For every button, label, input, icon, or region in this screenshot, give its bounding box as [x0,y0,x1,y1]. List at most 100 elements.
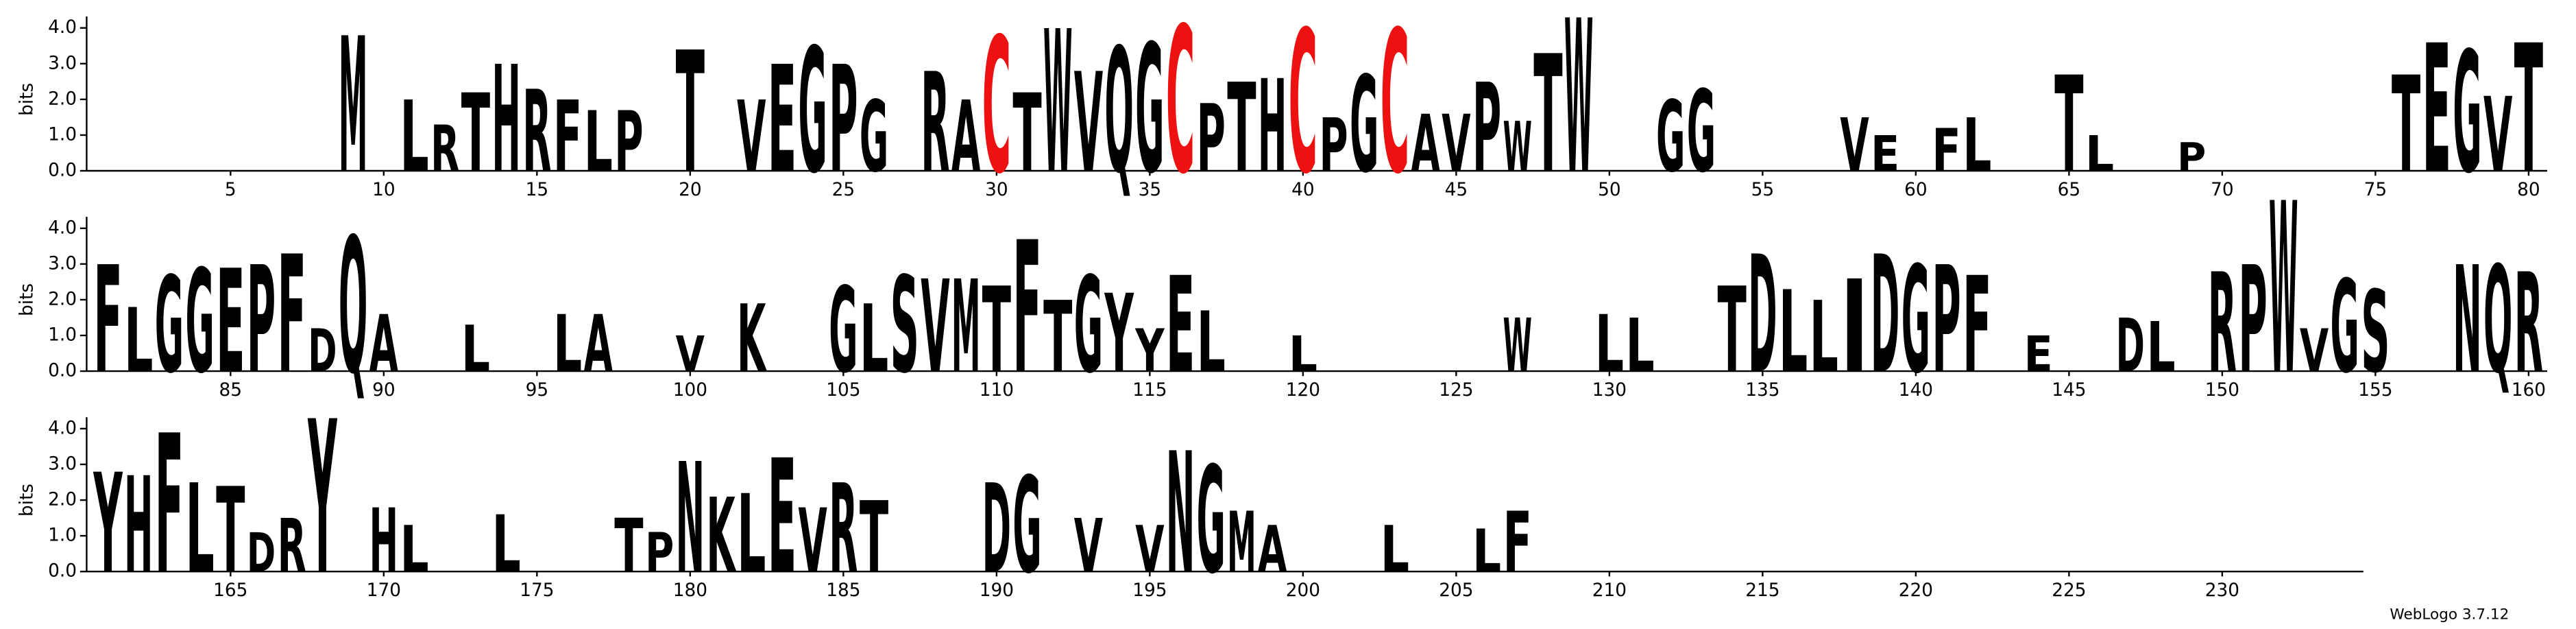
logo-letter: R [829,458,858,601]
logo-letter: Y [307,377,337,621]
logo-letter: M [1227,494,1256,591]
x-tick-label: 85 [219,380,243,401]
logo-letter: L [1595,298,1624,390]
x-tick-label: 205 [1439,580,1473,601]
x-tick-label: 180 [673,580,707,601]
logo-letter: W [1043,0,1072,217]
y-axis-label: bits [17,484,38,517]
y-tick-label: 1.0 [48,325,77,346]
logo-letter: L [1779,267,1808,398]
logo-letter: N [1166,418,1195,611]
logo-letter: L [2085,126,2114,182]
logo-letter: L [185,458,214,601]
logo-letter: C [1381,0,1409,217]
logo-letter: V [1840,104,1869,189]
logo-letter: V [676,326,705,383]
logo-letter: A [1258,512,1287,586]
logo-letter: L [400,80,428,194]
logo-letter: G [1135,8,1164,213]
logo-letter: T [982,263,1011,399]
y-tick-label: 0.0 [48,361,77,381]
x-tick-label: 35 [1139,180,1162,200]
logo-letter: K [706,477,736,596]
x-tick-label: 15 [526,180,549,200]
logo-letter: A [584,298,613,390]
logo-letter: Q [2483,235,2512,406]
logo-letter: R [2208,245,2237,404]
logo-letter: D [308,318,337,385]
logo-letter: L [1472,518,1501,586]
y-tick-label: 4.0 [48,17,77,38]
logo-letter: M [339,0,367,215]
y-tick-label: 3.0 [48,253,77,274]
x-tick-label: 200 [1286,580,1320,601]
logo-letter: T [1718,263,1747,399]
logo-letter: F [1503,494,1532,591]
logo-letter: E [1166,249,1195,403]
x-tick-label: 155 [2358,380,2392,401]
logo-letter: S [2361,267,2390,398]
logo-letter: W [1503,304,1532,389]
logo-letter: T [1533,21,1562,209]
x-tick-label: 190 [980,580,1014,601]
logo-letter: F [278,221,306,410]
x-tick-label: 105 [826,380,860,401]
x-tick-label: 55 [1751,180,1775,200]
logo-letter: A [1411,98,1440,189]
logo-letter: W [1503,107,1532,187]
x-tick-label: 210 [1592,580,1627,601]
x-tick-label: 80 [2517,180,2540,200]
logo-letter: P [2238,235,2267,406]
x-tick-label: 50 [1598,180,1621,200]
x-tick-label: 110 [980,380,1014,401]
logo-letter: R [2514,245,2543,404]
logo-letter: K [737,285,767,393]
y-tick-label: 3.0 [48,53,77,73]
y-axis-label: bits [17,83,38,116]
x-tick-label: 30 [985,180,1008,200]
logo-letter: P [2177,135,2206,180]
x-tick-label: 25 [832,180,855,200]
logo-letter: G [2331,253,2359,401]
logo-letter: L [124,290,153,392]
logo-letter: L [2146,307,2175,388]
logo-letter: E [216,239,245,405]
logo-letter: P [829,35,858,206]
logo-letter: P [614,93,643,191]
logo-letter: D [1748,221,1777,410]
x-tick-label: 10 [372,180,396,200]
logo-letter: V [2483,76,2512,195]
logo-letter: L [553,298,582,390]
logo-letter: L [737,472,766,597]
logo-letter: D [2116,304,2145,389]
logo-letter: L [1963,104,1991,189]
logo-letter: G [1350,49,1378,202]
logo-letter: F [93,235,122,406]
logo-letter: T [614,504,643,589]
logo-letter: R [921,45,949,204]
x-tick-label: 150 [2205,380,2239,401]
x-tick-label: 120 [1286,380,1320,401]
logo-letter: C [1289,0,1317,217]
logo-letter: G [860,80,888,194]
y-tick-label: 2.0 [48,490,77,510]
logo-letter: C [982,0,1011,215]
logo-letter: P [247,235,276,406]
logo-letter: T [676,17,705,211]
logo-letter: F [1932,117,1960,185]
x-tick-label: 130 [1592,380,1627,401]
logo-letter: T [2054,49,2083,202]
logo-letter: G [185,239,214,405]
y-axis-label: bits [17,283,38,316]
logo-letter: G [2453,17,2481,211]
logo-letter: Y [1104,272,1134,397]
y-tick-label: 3.0 [48,453,77,474]
logo-letter: V [1074,504,1103,589]
logo-letter: Y [93,445,123,604]
logo-letter: P [1932,235,1960,406]
x-tick-label: 75 [2364,180,2387,200]
logo-letter: E [2024,326,2053,383]
x-tick-label: 185 [826,580,860,601]
logo-letter: V [1074,45,1103,204]
logo-letter: Q [339,198,367,415]
